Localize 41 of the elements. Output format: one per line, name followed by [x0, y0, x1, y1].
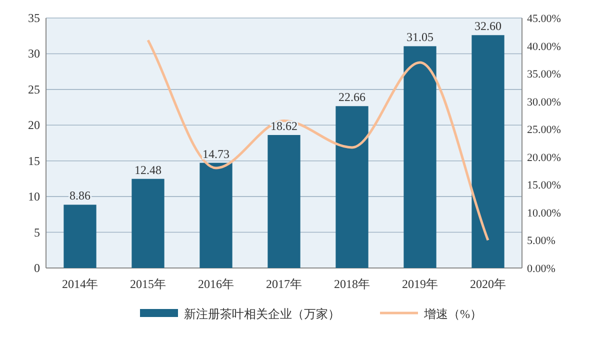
data-label: 12.48: [134, 162, 162, 177]
bar: [64, 204, 96, 268]
bar: [336, 106, 368, 268]
y-tick-label: 15: [28, 154, 40, 168]
y-tick-label: 35: [28, 11, 40, 25]
data-label: 8.86: [70, 188, 90, 203]
y2-tick-label: 0.00%: [527, 263, 556, 275]
data-label: 14.73: [202, 146, 230, 161]
x-tick-label: 2019年: [402, 277, 438, 291]
legend-label: 新注册茶叶相关企业（万家）: [184, 307, 340, 321]
y-tick-label: 10: [28, 190, 40, 204]
bar: [200, 162, 232, 268]
x-tick-label: 2018年: [334, 277, 370, 291]
bar: [132, 178, 164, 268]
x-tick-label: 2015年: [130, 277, 166, 291]
data-label: 22.66: [338, 90, 366, 104]
y2-tick-label: 45.00%: [527, 13, 561, 25]
data-label: 31.05: [406, 30, 434, 44]
y-tick-label: 0: [34, 261, 40, 275]
y2-tick-label: 40.00%: [527, 40, 561, 53]
y-tick-label: 30: [28, 46, 40, 61]
y-tick-label: 5: [34, 225, 40, 240]
y2-tick-label: 35.00%: [527, 68, 561, 81]
data-label: 32.60: [474, 19, 502, 34]
y-tick-label: 25: [28, 82, 40, 96]
y-tick-label: 20: [28, 118, 40, 132]
y2-tick-label: 15.00%: [527, 180, 561, 192]
bar: [472, 35, 504, 268]
y2-tick-label: 20.00%: [527, 152, 561, 164]
x-tick-label: 2014年: [62, 277, 98, 291]
x-tick-label: 2020年: [470, 277, 506, 291]
x-tick-label: 2017年: [266, 277, 302, 291]
y2-tick-label: 25.00%: [527, 124, 561, 136]
y2-tick-label: 30.00%: [527, 96, 561, 108]
y2-tick-label: 10.00%: [527, 207, 561, 220]
x-tick-label: 2016年: [198, 277, 234, 291]
data-label: 18.62: [270, 119, 298, 133]
bar: [268, 135, 300, 268]
bar: [404, 46, 436, 268]
legend-label: 增速（%）: [423, 307, 482, 321]
y2-tick-label: 5.00%: [527, 235, 556, 248]
